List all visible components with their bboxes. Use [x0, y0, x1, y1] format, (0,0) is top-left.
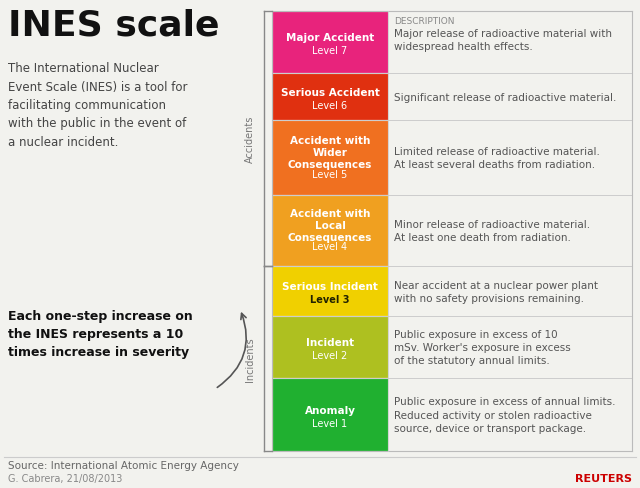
Text: Accident with
Local
Consequences: Accident with Local Consequences — [288, 208, 372, 242]
Text: Each one-step increase on
the INES represents a 10
times increase in severity: Each one-step increase on the INES repre… — [8, 309, 193, 358]
Text: Incidents: Incidents — [245, 337, 255, 381]
Bar — [272, 196, 388, 266]
Text: G. Cabrera, 21/08/2013: G. Cabrera, 21/08/2013 — [8, 473, 122, 483]
Text: Major release of radioactive material with
widespread health effects.: Major release of radioactive material wi… — [394, 29, 612, 52]
Bar — [272, 378, 388, 451]
Text: Level 2: Level 2 — [312, 350, 348, 361]
Text: Anomaly: Anomaly — [305, 405, 355, 415]
Text: Serious Accident: Serious Accident — [280, 87, 380, 98]
FancyArrowPatch shape — [218, 314, 246, 387]
Text: Near accident at a nuclear power plant
with no safety provisions remaining.: Near accident at a nuclear power plant w… — [394, 280, 598, 303]
Text: Limited release of radioactive material.
At least several deaths from radiation.: Limited release of radioactive material.… — [394, 147, 600, 170]
Text: Level 5: Level 5 — [312, 170, 348, 180]
Text: Source: International Atomic Energy Agency: Source: International Atomic Energy Agen… — [8, 460, 239, 470]
Text: Minor release of radioactive material.
At least one death from radiation.: Minor release of radioactive material. A… — [394, 220, 590, 243]
Bar — [272, 266, 388, 317]
Text: Level 3: Level 3 — [310, 295, 349, 305]
Text: Public exposure in excess of annual limits.
Reduced activity or stolen radioacti: Public exposure in excess of annual limi… — [394, 397, 616, 433]
Text: Incident: Incident — [306, 338, 354, 347]
Bar — [272, 121, 388, 196]
Text: DESCRIPTION: DESCRIPTION — [394, 17, 454, 26]
Text: Level 7: Level 7 — [312, 46, 348, 56]
Text: Level 4: Level 4 — [312, 242, 348, 252]
Text: Accidents: Accidents — [245, 116, 255, 163]
Bar — [272, 12, 388, 74]
Text: Level 1: Level 1 — [312, 418, 348, 427]
Text: Public exposure in excess of 10
mSv. Worker's exposure in excess
of the statutor: Public exposure in excess of 10 mSv. Wor… — [394, 329, 571, 366]
Text: Accident with
Wider
Consequences: Accident with Wider Consequences — [288, 135, 372, 169]
Text: INES scale: INES scale — [8, 8, 220, 42]
Text: Serious Incident: Serious Incident — [282, 282, 378, 291]
Text: The International Nuclear
Event Scale (INES) is a tool for
facilitating communic: The International Nuclear Event Scale (I… — [8, 62, 188, 149]
Text: REUTERS: REUTERS — [575, 473, 632, 483]
Text: Significant release of radioactive material.: Significant release of radioactive mater… — [394, 92, 616, 102]
Text: Level 6: Level 6 — [312, 101, 348, 110]
Text: Major Accident: Major Accident — [286, 33, 374, 43]
Bar — [272, 317, 388, 378]
Bar — [272, 74, 388, 121]
